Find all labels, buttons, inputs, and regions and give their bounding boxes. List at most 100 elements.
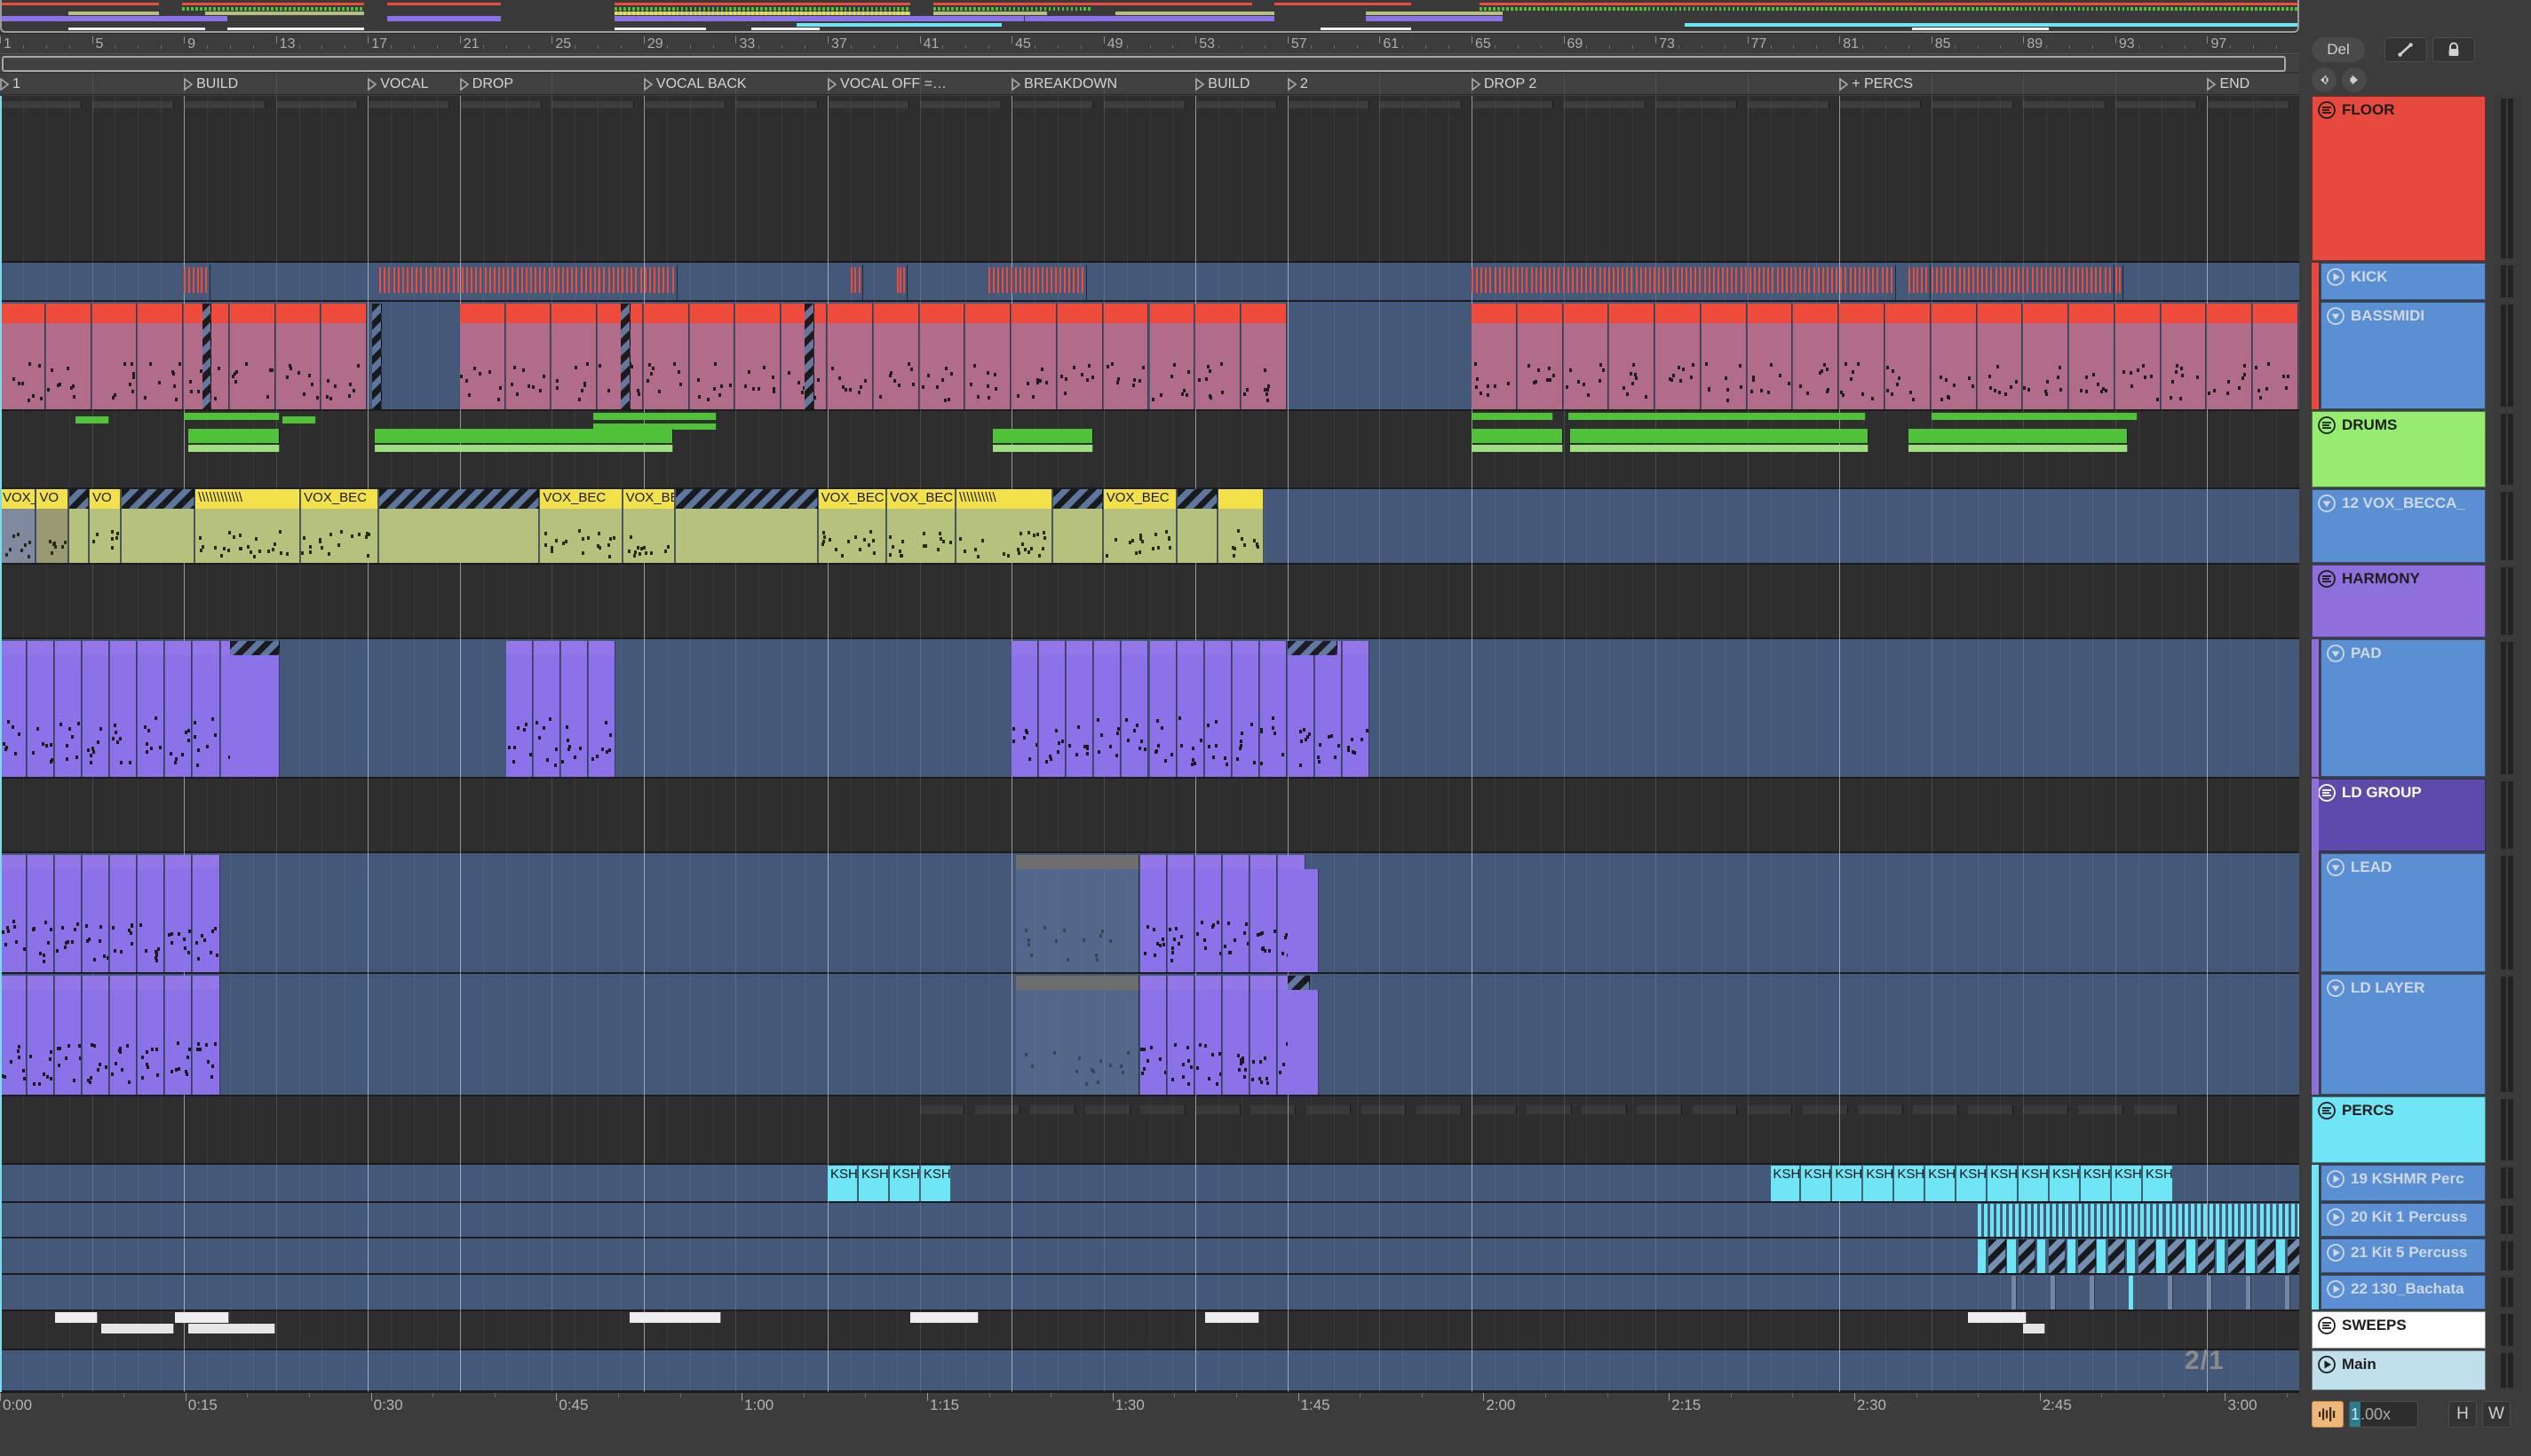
pad-midi-clip[interactable] <box>1315 641 1342 777</box>
sweeps-clip[interactable] <box>2023 1324 2045 1333</box>
bassmidi-clip[interactable] <box>1978 304 2023 408</box>
locator-marker[interactable]: VOCAL <box>368 74 458 95</box>
locator-lane[interactable]: 1 BUILD VOCAL DROP VOCAL BACK VOCAL OFF =… BRE… <box>0 74 2299 95</box>
bassmidi-clip[interactable] <box>690 304 735 408</box>
track-header-kick[interactable]: KICK <box>2321 263 2486 300</box>
kshmr-perc-clip[interactable]: KSHM <box>1771 1166 1801 1200</box>
vox-clip-muted[interactable] <box>1178 489 1218 509</box>
track-header-12-vox-becca-[interactable]: 12 VOX_BECCA_ <box>2312 489 2486 563</box>
sweeps-clip[interactable] <box>226 1324 275 1333</box>
lead-clip-deactivated-body[interactable] <box>1016 990 1139 1095</box>
track-lane[interactable] <box>0 1311 2299 1350</box>
percs-group-summary[interactable] <box>2023 1105 2068 1114</box>
track-lane[interactable] <box>0 1238 2299 1275</box>
percs-group-summary[interactable] <box>1637 1105 1682 1114</box>
lead-midi-clip[interactable] <box>83 976 109 1095</box>
previous-locator-button[interactable] <box>2312 67 2337 92</box>
loop-brace[interactable] <box>2 56 2286 72</box>
drums-note-row[interactable] <box>188 445 280 452</box>
lock-envelopes-button[interactable] <box>2432 37 2475 62</box>
group-summary-block[interactable] <box>920 101 1002 108</box>
locator-marker[interactable]: + PERCS <box>1839 74 2205 95</box>
vox-audio-clip[interactable]: VO <box>36 489 67 563</box>
percs-group-summary[interactable] <box>1140 1105 1186 1114</box>
kshmr-perc-clip[interactable]: KSHM <box>1988 1166 2018 1200</box>
kit5-perc-clip[interactable] <box>2037 1239 2047 1273</box>
kshmr-perc-clip[interactable]: KSHM <box>921 1166 951 1200</box>
drums-note-row[interactable] <box>1472 429 1563 443</box>
kit5-perc-clip[interactable] <box>2067 1239 2077 1273</box>
bassmidi-clip[interactable] <box>1058 304 1103 408</box>
vox-audio-clip[interactable] <box>1218 489 1264 563</box>
kit5-perc-clip[interactable] <box>2156 1239 2166 1273</box>
sweeps-clip[interactable] <box>101 1324 174 1333</box>
track-lane[interactable] <box>0 96 2299 263</box>
bassmidi-clip-muted[interactable] <box>621 304 631 408</box>
track-lane[interactable] <box>0 1203 2299 1239</box>
sweeps-clip[interactable] <box>188 1324 229 1333</box>
drums-group-summary[interactable] <box>1472 413 1553 420</box>
kick-audio-clip[interactable] <box>988 265 1086 300</box>
vox-clip-muted[interactable] <box>676 489 818 509</box>
kit5-perc-clip[interactable] <box>2217 1239 2226 1273</box>
kit5-perc-clip-muted[interactable] <box>2257 1239 2274 1273</box>
percs-group-summary[interactable] <box>920 1105 965 1114</box>
lead-midi-clip[interactable] <box>28 855 54 973</box>
bachata-perc-clip[interactable] <box>2246 1276 2250 1310</box>
track-lane[interactable] <box>0 565 2299 640</box>
percs-group-summary[interactable] <box>1582 1105 1627 1114</box>
pad-midi-clip[interactable] <box>589 641 615 777</box>
bassmidi-clip[interactable] <box>1564 304 1609 408</box>
group-summary-block[interactable] <box>1564 101 1646 108</box>
bachata-perc-clip[interactable] <box>2011 1276 2016 1310</box>
pad-clip-muted[interactable] <box>1288 641 1337 655</box>
bassmidi-clip[interactable] <box>506 304 551 408</box>
group-summary-block[interactable] <box>460 101 542 108</box>
bassmidi-clip[interactable] <box>920 304 965 408</box>
bassmidi-clip[interactable] <box>644 304 689 408</box>
bassmidi-clip[interactable] <box>551 304 597 408</box>
drums-note-row[interactable] <box>1908 429 2129 443</box>
next-locator-button[interactable] <box>2342 67 2367 92</box>
lead-midi-clip[interactable] <box>1140 855 1167 973</box>
bassmidi-clip[interactable] <box>230 304 275 408</box>
pad-midi-clip[interactable] <box>28 641 54 777</box>
kshmr-perc-clip[interactable]: KSHM <box>1801 1166 1831 1200</box>
pad-midi-clip[interactable] <box>1205 641 1232 777</box>
locator-marker[interactable]: VOCAL BACK <box>644 74 826 95</box>
track-header-ld-layer[interactable]: LD LAYER <box>2321 974 2486 1095</box>
kick-audio-clip[interactable] <box>1932 265 2114 300</box>
kit5-perc-clip-muted[interactable] <box>2078 1239 2095 1273</box>
zoom-level-field[interactable]: 1.00x <box>2349 1401 2418 1428</box>
kshmr-perc-clip[interactable]: KSHM <box>2112 1166 2142 1200</box>
track-header-main[interactable]: Main <box>2312 1350 2486 1390</box>
drums-group-summary[interactable] <box>593 413 717 420</box>
locator-marker[interactable]: BUILD <box>1195 74 1286 95</box>
locator-marker[interactable]: DROP 2 <box>1472 74 1837 95</box>
locator-marker[interactable]: 1 <box>0 74 182 95</box>
lead-clip-deactivated[interactable] <box>1016 855 1139 869</box>
kick-audio-clip[interactable] <box>2115 265 2123 300</box>
sweeps-clip[interactable] <box>630 1312 721 1323</box>
bassmidi-clip[interactable] <box>321 304 367 408</box>
bassmidi-clip[interactable] <box>1932 304 1977 408</box>
lead-midi-clip[interactable] <box>55 976 82 1095</box>
percs-group-summary[interactable] <box>1527 1105 1572 1114</box>
pad-midi-clip[interactable] <box>1067 641 1093 777</box>
overview-viewport-handle[interactable] <box>0 0 2299 33</box>
group-summary-block[interactable] <box>92 101 174 108</box>
lead-midi-clip[interactable] <box>165 976 192 1095</box>
kshmr-perc-clip[interactable]: KSHM <box>2081 1166 2111 1200</box>
bachata-perc-clip[interactable] <box>2090 1276 2094 1310</box>
kit5-perc-clip[interactable] <box>2127 1239 2137 1273</box>
locator-marker[interactable]: VOCAL OFF =… <box>828 74 1010 95</box>
track-header-harmony[interactable]: HARMONY <box>2312 565 2486 638</box>
bassmidi-clip[interactable] <box>735 304 781 408</box>
bassmidi-clip[interactable] <box>1885 304 1931 408</box>
drums-note-row[interactable] <box>1570 445 1868 452</box>
pad-midi-clip[interactable] <box>561 641 588 777</box>
lead-midi-clip[interactable] <box>28 976 54 1095</box>
vox-audio-clip[interactable]: VOX_BEC <box>623 489 676 563</box>
kit5-perc-clip[interactable] <box>2097 1239 2107 1273</box>
kshmr-perc-clip[interactable]: KSHM <box>2019 1166 2049 1200</box>
